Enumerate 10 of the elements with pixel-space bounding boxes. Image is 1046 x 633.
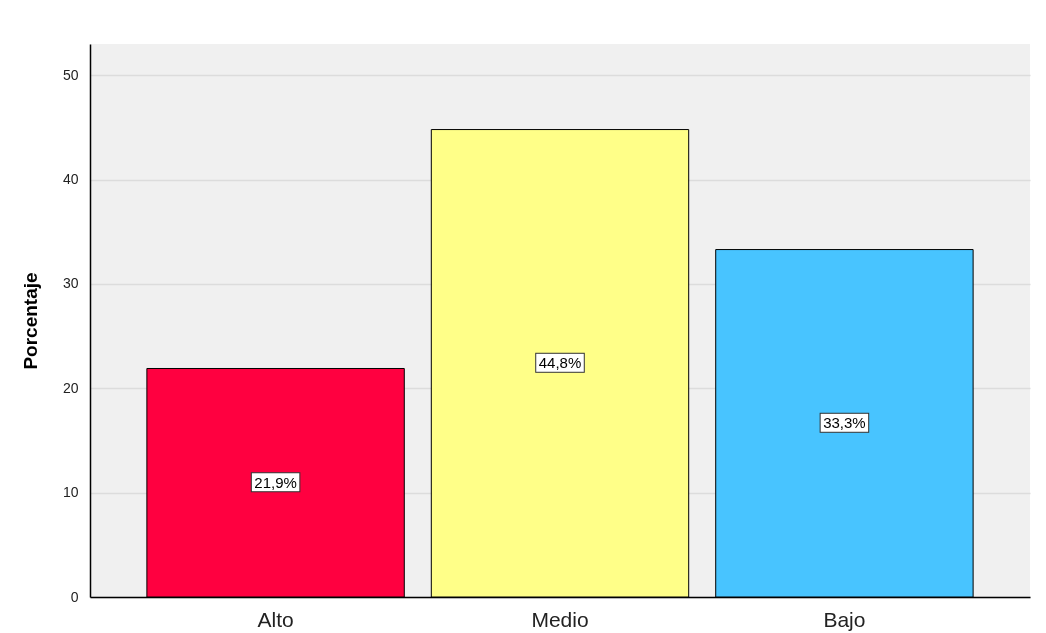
y-tick-label: 40	[62, 171, 79, 188]
y-axis-title: Porcentaje	[19, 272, 41, 370]
x-tick-label: Bajo	[823, 607, 866, 631]
y-tick-label: 30	[62, 275, 79, 292]
x-tick-label: Alto	[257, 607, 294, 631]
y-tick-label: 20	[62, 379, 79, 396]
y-tick-label: 10	[62, 484, 79, 501]
x-tick-label: Medio	[531, 607, 589, 631]
y-tick-label: 50	[62, 66, 79, 83]
y-tick-label: 0	[70, 588, 79, 605]
